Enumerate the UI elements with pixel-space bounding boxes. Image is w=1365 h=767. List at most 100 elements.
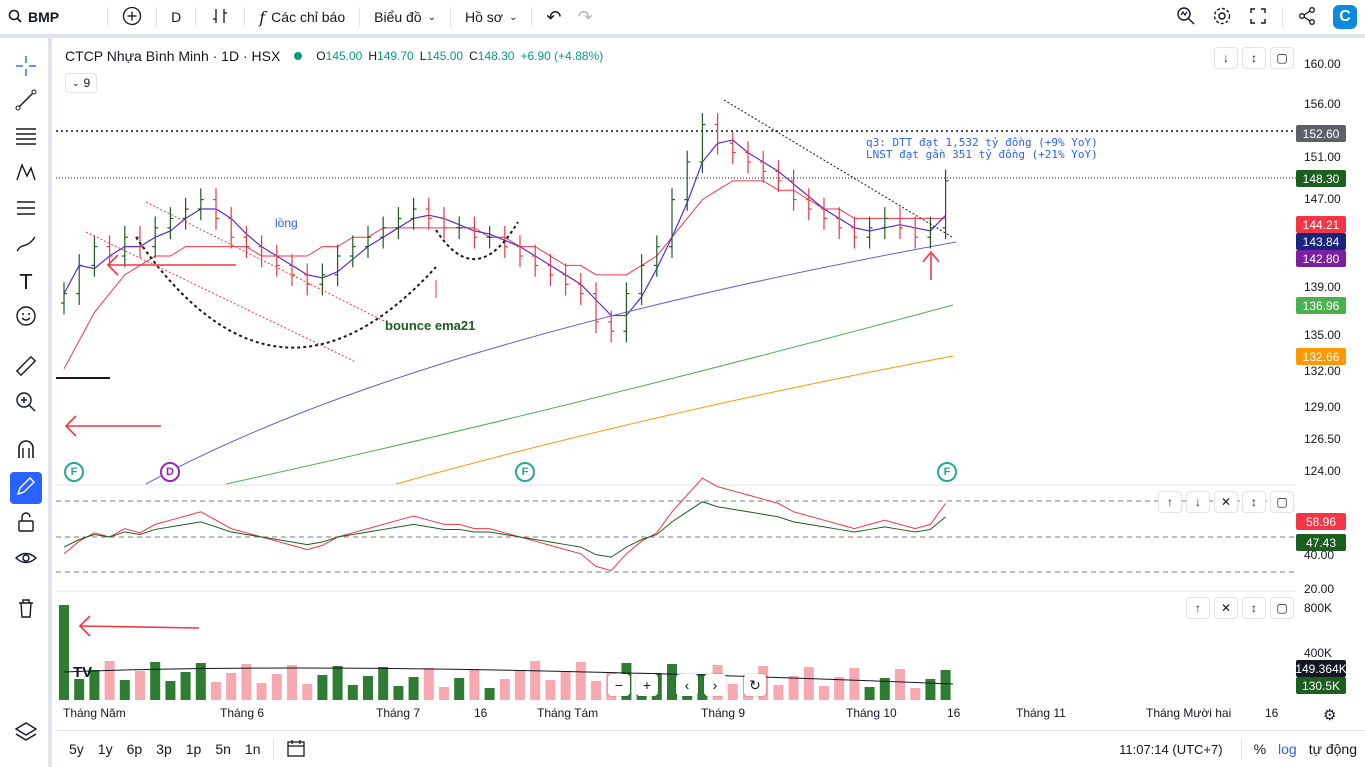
profile-dropdown[interactable]: Hồ sơ ⌄ [457,0,525,34]
arrow-down-icon: ↓ [1195,495,1201,509]
reset-chart-button[interactable]: ↻ [744,674,766,696]
settings-button[interactable] [1204,0,1240,34]
range-button-6p[interactable]: 6p [126,741,143,757]
chevron-down-icon: ⌄ [508,11,518,23]
fullscreen-button[interactable] [1240,0,1276,34]
volume-pane-controls: ↑ ✕ ↕ ▢ [1186,597,1294,619]
delete-tool[interactable] [10,594,42,626]
magnet-tool[interactable] [10,436,42,468]
ma100-line [225,304,954,485]
brand-logo[interactable]: C [1325,0,1365,34]
object-tree-button[interactable] [10,718,42,750]
range-button-1y[interactable]: 1y [97,741,113,757]
time-axis-label: Tháng 7 [376,706,421,720]
volume-bar [119,680,130,700]
volume-bar [256,683,267,700]
pattern-tool[interactable] [10,158,42,190]
crosshair-tool[interactable] [10,52,42,84]
range-button-1p[interactable]: 1p [185,741,202,757]
ema50-line [145,241,957,485]
chart-style-button[interactable] [202,0,238,34]
move-up-button[interactable]: ↑ [1186,597,1210,619]
volume-bar [591,681,601,700]
text-tool[interactable]: T [10,266,42,298]
volume-bar [925,679,936,700]
time-axis-label: Tháng 9 [701,706,746,720]
share-icon [1297,6,1317,29]
lock-tool[interactable] [10,508,42,540]
indicators-button[interactable]: f Các chỉ báo [251,0,353,34]
collapse-pane-button[interactable]: ↕ [1242,491,1266,513]
move-down-button[interactable]: ↓ [1186,491,1210,513]
hidden-indicators-toggle[interactable]: ⌄ 9 [65,73,98,93]
stay-drawing-tool[interactable] [10,472,42,504]
quick-search-button[interactable] [1168,0,1204,34]
maximize-pane-button[interactable]: ▢ [1270,597,1294,619]
move-down-button[interactable]: ↓ [1214,47,1238,69]
maximize-pane-button[interactable]: ▢ [1270,47,1294,69]
volume-badge: 149.364K [1295,660,1347,677]
price-scale[interactable]: 160.00 156.00 151.00 147.00 139.00 135.00 132.… [1295,42,1365,702]
drawing-toolbar: T [0,38,52,767]
volume-bar [317,675,328,700]
goto-date-button[interactable] [280,738,312,761]
zoom-tool[interactable] [10,388,42,420]
collapse-pane-button[interactable]: ↕ [1242,597,1266,619]
time-axis-label: Tháng 6 [220,706,265,720]
open-value: 145.00 [325,49,363,63]
fib-tool[interactable] [10,122,42,154]
note-line-2: LNST đạt gần 351 tỷ đồng (+21% YoY) [866,148,1098,161]
remove-pane-button[interactable]: ✕ [1214,597,1238,619]
prediction-tool[interactable] [10,194,42,226]
chart-legend: CTCP Nhựa Bình Minh · 1D · HSX O145.00 H… [65,48,603,64]
zoom-in-button[interactable]: + [636,674,658,696]
divider [359,7,361,27]
percent-toggle[interactable]: % [1253,741,1267,757]
hide-tool[interactable] [10,544,42,576]
fib-lines-icon [14,124,38,153]
maximize-pane-button[interactable]: ▢ [1270,491,1294,513]
log-toggle[interactable]: log [1278,741,1297,757]
symbol-title[interactable]: CTCP Nhựa Bình Minh · 1D · HSX [65,48,281,64]
trend-line-tool[interactable] [10,86,42,118]
long-label[interactable]: lồng [275,216,298,230]
chart-type-dropdown[interactable]: Biểu đồ ⌄ [366,0,444,34]
financials-event-badge[interactable]: F [64,462,84,482]
axis-settings-button[interactable]: ⚙ [1323,706,1336,724]
volume-bar [819,686,829,700]
move-up-button[interactable]: ↑ [1158,491,1182,513]
chart-canvas[interactable] [56,42,1296,702]
zoom-out-button[interactable]: − [608,674,630,696]
share-button[interactable] [1289,0,1325,34]
remove-pane-button[interactable]: ✕ [1214,491,1238,513]
volume-bar [560,671,571,700]
main-pane-controls: ↓ ↕ ▢ [1214,47,1294,69]
measure-tool[interactable] [10,352,42,384]
redo-button[interactable]: ↷ [569,0,600,34]
range-button-3p[interactable]: 3p [156,741,172,757]
earnings-note[interactable]: q3: DTT đạt 1,532 tỷ đồng (+9% YoY) LNST… [866,137,1098,161]
clock-label[interactable]: 11:07:14 (UTC+7) [1119,741,1223,757]
price-badge: 152.60 [1296,125,1346,142]
financials-event-badge[interactable]: F [937,462,957,482]
range-button-5y[interactable]: 5y [69,741,84,757]
tradingview-logo[interactable]: TV [73,664,99,682]
dividend-event-badge[interactable]: D [160,462,180,482]
scroll-left-button[interactable]: ‹ [676,674,698,696]
close-icon: ✕ [1220,601,1232,615]
brush-icon [14,232,38,261]
symbol-search-button[interactable]: BMP [0,0,67,34]
brush-tool[interactable] [10,230,42,262]
scroll-right-button[interactable]: › [704,674,726,696]
emoji-tool[interactable] [10,302,42,334]
compare-button[interactable] [114,0,150,34]
range-button-5n[interactable]: 5n [215,741,231,757]
financials-event-badge[interactable]: F [515,462,535,482]
undo-button[interactable]: ↶ [538,0,569,34]
range-button-1n[interactable]: 1n [244,741,261,757]
interval-button[interactable]: D [163,0,189,34]
volume-bar [347,685,358,700]
bounce-label[interactable]: bounce ema21 [385,318,476,333]
auto-toggle[interactable]: tự động [1308,741,1357,757]
collapse-pane-button[interactable]: ↕ [1242,47,1266,69]
